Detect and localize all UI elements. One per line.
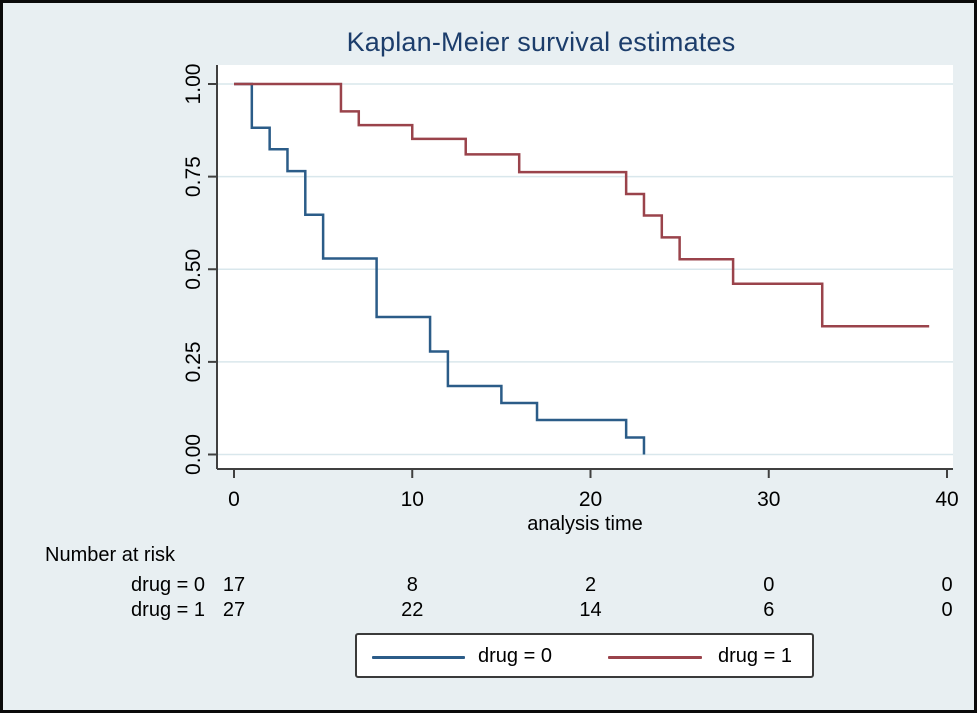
risk-table-title: Number at risk	[45, 544, 176, 566]
x-axis-title: analysis time	[527, 513, 643, 535]
risk-count: 8	[406, 574, 418, 596]
legend-label-drug1: drug = 1	[718, 645, 792, 667]
y-tick-label: 1.00	[182, 64, 205, 105]
chart-title: Kaplan-Meier survival estimates	[346, 27, 736, 57]
risk-count: 2	[584, 574, 597, 596]
survival-curve-drug0	[234, 82, 646, 455]
x-tick-label: 20	[579, 488, 602, 511]
risk-count: 22	[401, 599, 424, 621]
plot-area	[217, 65, 953, 469]
y-tick-label: 0.25	[182, 341, 205, 382]
legend-line-drug1	[608, 656, 702, 659]
legend-label-drug0: drug = 0	[478, 645, 552, 667]
legend-line-drug0	[372, 656, 465, 659]
risk-count: 0	[763, 574, 775, 596]
risk-count: 6	[763, 599, 775, 621]
x-tick-label: 10	[401, 488, 424, 511]
x-tick-label: 0	[228, 488, 240, 511]
x-tick-label: 30	[757, 488, 780, 511]
risk-count: 0	[941, 599, 953, 621]
km-plot-svg: 0.00 0.25 0.50 0.75 1.00 0 10 20 30 40 analysis ti…	[182, 64, 959, 535]
x-tick-label: 40	[935, 488, 958, 511]
y-tick-label: 0.75	[182, 156, 205, 197]
survival-curve-drug1	[234, 82, 930, 328]
risk-row-label-drug1: drug = 1	[131, 599, 205, 621]
risk-count: 17	[222, 574, 246, 596]
risk-count: 27	[222, 599, 246, 621]
risk-count: 0	[941, 574, 953, 596]
risk-count: 14	[579, 599, 602, 621]
y-tick-label: 0.50	[182, 249, 205, 290]
risk-row-label-drug0: drug = 0	[131, 574, 205, 596]
y-tick-label: 0.00	[182, 434, 205, 475]
legend: drug = 0 drug = 1	[355, 633, 814, 678]
